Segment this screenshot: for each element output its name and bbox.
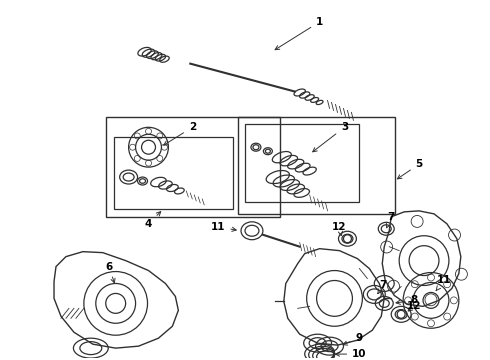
Text: 12: 12 bbox=[407, 301, 421, 311]
Text: 1: 1 bbox=[275, 17, 323, 50]
Bar bbox=[238, 117, 395, 214]
Text: 12: 12 bbox=[332, 222, 347, 236]
Text: 9: 9 bbox=[343, 333, 363, 345]
Bar bbox=[245, 124, 359, 202]
Text: 6: 6 bbox=[105, 262, 115, 283]
Text: 5: 5 bbox=[397, 159, 423, 179]
Bar bbox=[114, 137, 233, 209]
Text: 2: 2 bbox=[164, 122, 196, 145]
Text: 7: 7 bbox=[378, 280, 387, 294]
Text: 10: 10 bbox=[335, 349, 367, 359]
Text: 4: 4 bbox=[145, 212, 161, 229]
Bar bbox=[106, 117, 280, 217]
Text: 8: 8 bbox=[396, 296, 417, 305]
Text: 3: 3 bbox=[313, 122, 348, 152]
Text: 11: 11 bbox=[211, 222, 236, 232]
Text: 11: 11 bbox=[436, 275, 451, 291]
Text: 7: 7 bbox=[386, 212, 395, 228]
